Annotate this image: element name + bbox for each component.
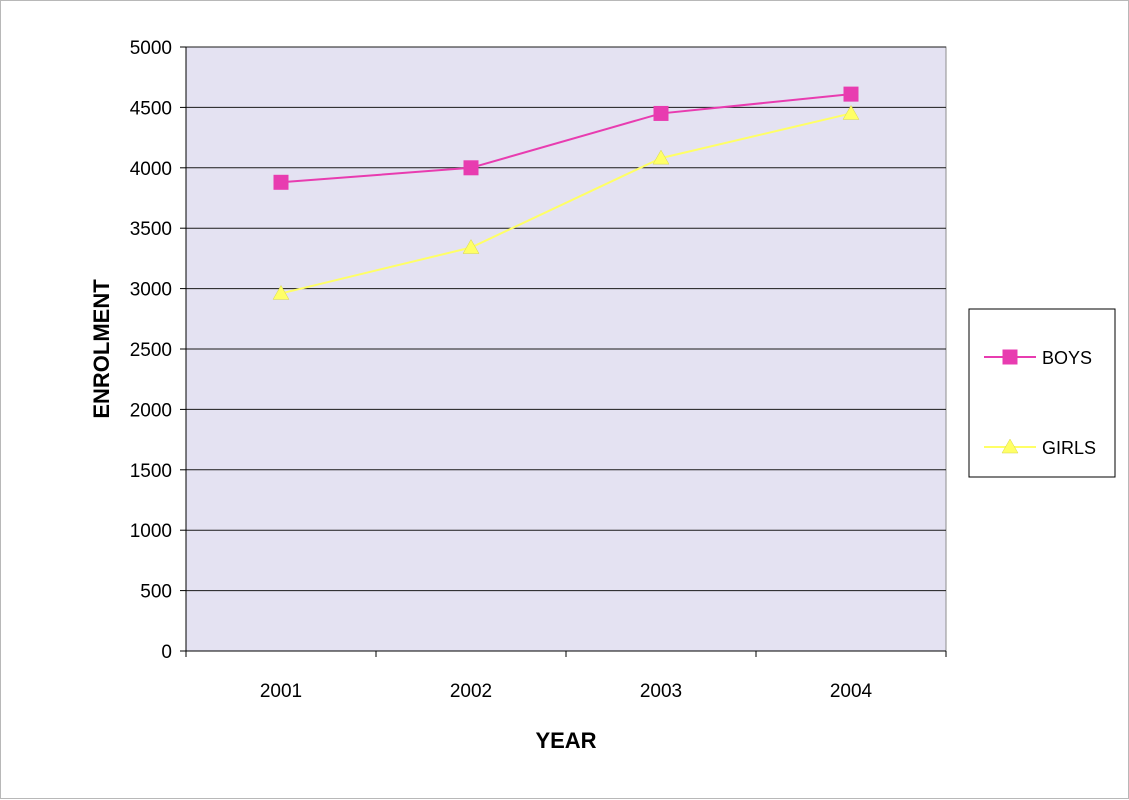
y-tick-label: 500 [140, 582, 172, 603]
data-point-girls [462, 239, 480, 254]
y-tick-label: 0 [161, 642, 172, 663]
x-tick-label: 2004 [830, 681, 873, 702]
series-line-boys [280, 93, 852, 184]
legend-label-girls: GIRLS [1042, 438, 1096, 458]
y-tick-label: 3000 [130, 280, 172, 301]
legend: BOYS GIRLS [968, 308, 1116, 478]
data-point-boys [843, 86, 859, 102]
data-point-girls [842, 104, 860, 120]
y-tick-label: 3500 [130, 219, 172, 240]
x-tick-label: 2001 [260, 681, 302, 702]
data-point-girls [272, 284, 290, 300]
y-axis-ticks: 0 500 1000 1500 2000 2500 3000 3500 4000 4500 5000 [130, 38, 186, 663]
data-point-boys [653, 105, 669, 121]
y-tick-label: 4500 [130, 98, 172, 119]
y-axis-title: ENROLMENT [89, 279, 114, 419]
legend-box [968, 308, 1116, 478]
data-point-boys [463, 160, 479, 176]
y-tick-label: 4000 [130, 159, 172, 180]
x-axis-title: YEAR [535, 728, 596, 753]
legend-label-boys: BOYS [1042, 348, 1092, 368]
series-group [272, 86, 860, 300]
series-line-girls [280, 112, 852, 295]
legend-marker-boys [1002, 349, 1018, 365]
data-point-boys [273, 174, 289, 190]
y-tick-label: 1000 [130, 521, 172, 542]
x-axis-ticks: 2001 2002 2003 2004 [185, 651, 947, 702]
gridlines [186, 46, 946, 592]
x-tick-label: 2002 [450, 681, 492, 702]
legend-marker-girls [1001, 438, 1019, 454]
x-tick-label: 2003 [640, 681, 682, 702]
y-tick-label: 2500 [130, 340, 172, 361]
y-tick-label: 2000 [130, 400, 172, 421]
legend-items: BOYS GIRLS [984, 348, 1096, 458]
y-tick-label: 5000 [130, 38, 172, 59]
y-tick-label: 1500 [130, 461, 172, 482]
data-point-girls [652, 149, 670, 165]
